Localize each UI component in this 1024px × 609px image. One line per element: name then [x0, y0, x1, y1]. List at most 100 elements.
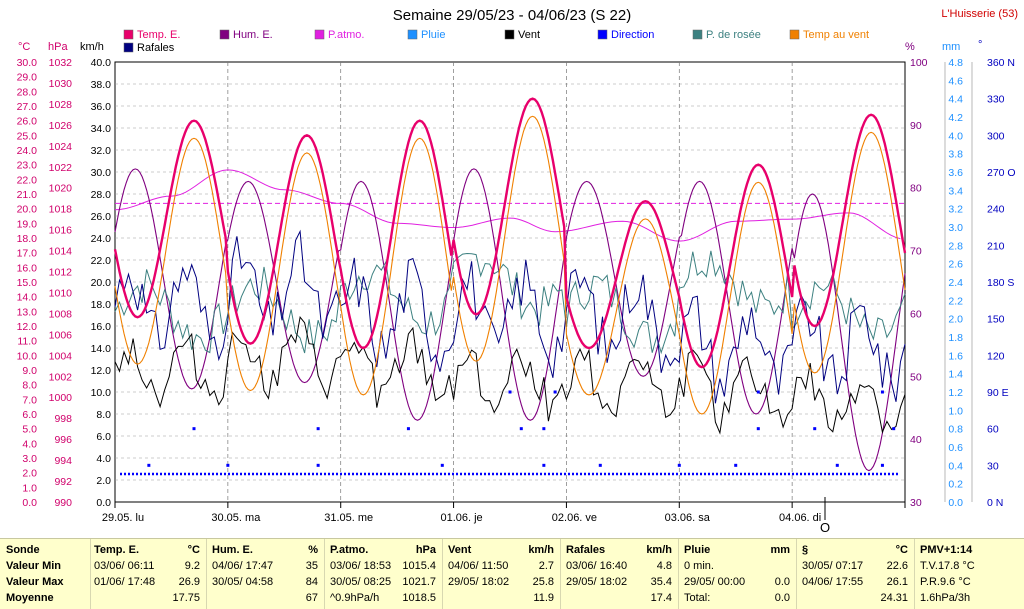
y-tick-pressure: 1014 [49, 246, 73, 258]
legend-label: Temp. E. [137, 29, 180, 41]
direction-point [542, 463, 546, 467]
y-tick-wind: 30.0 [91, 167, 112, 179]
y-tick-pressure: 1016 [49, 225, 73, 237]
x-tick-label: 01.06. je [440, 512, 482, 524]
y-tick-rain: 3.2 [948, 204, 963, 216]
y-tick-temp: 26.0 [17, 116, 38, 128]
stats-separator [914, 539, 915, 609]
y-tick-rain: 4.8 [948, 57, 963, 69]
stats-col-hum: Hum. E.% 04/06/ 17:47 35 30/05/ 04:58 84 6… [212, 542, 318, 606]
stats-tvent-mean: 24.31 [880, 592, 908, 604]
y-tick-rain: 0.0 [948, 497, 963, 509]
y-tick-rain: 0.4 [948, 460, 963, 472]
y-tick-rain: 3.0 [948, 222, 963, 234]
stats-col-rafales: Rafales km/h 03/06/ 16:40 4.8 29/05/ 18:02… [566, 542, 672, 606]
y-tick-temp: 22.0 [17, 174, 38, 186]
y-tick-wind: 36.0 [91, 101, 112, 113]
stats-rafales-unit: km/h [646, 544, 672, 556]
series-humidity [114, 168, 906, 472]
y-tick-temp: 20.0 [17, 204, 38, 216]
stats-rafales-min-date: 03/06/ 16:40 [566, 560, 628, 572]
y-tick-wind: 18.0 [91, 299, 112, 311]
y-tick-pressure: 1002 [49, 371, 73, 383]
chart-title: Semaine 29/05/23 - 04/06/23 (S 22) [393, 7, 632, 24]
y-tick-pressure: 1024 [49, 141, 73, 153]
y-tick-rain: 2.0 [948, 314, 963, 326]
y-tick-rain: 4.2 [948, 112, 963, 124]
stats-col-temp: Temp. E. °C 03/06/ 06:11 9.2 01/06/ 17:48 2… [94, 542, 200, 606]
y-tick-hum: 40 [910, 434, 922, 446]
direction-point [880, 390, 884, 394]
y-tick-dir: 240 [987, 204, 1005, 216]
y-tick-rain: 1.6 [948, 350, 963, 362]
y-tick-dir: 300 [987, 130, 1005, 142]
stats-vent-header: Vent [448, 544, 472, 556]
stats-temp-mean: 17.75 [172, 592, 200, 604]
y-tick-pressure: 1020 [49, 183, 73, 195]
direction-point [756, 390, 760, 394]
y-tick-pressure: 1000 [49, 392, 73, 404]
direction-point [147, 463, 151, 467]
y-tick-rain: 2.6 [948, 259, 963, 271]
y-tick-wind: 38.0 [91, 79, 112, 91]
day-marker: O [820, 520, 830, 535]
y-tick-dir: 150 [987, 314, 1005, 326]
y-tick-temp: 19.0 [17, 218, 38, 230]
y-tick-temp: 14.0 [17, 292, 38, 304]
stats-pluie-unit: mm [770, 544, 790, 556]
stats-temp-max: 26.9 [178, 576, 200, 588]
stats-vent-min: 2.7 [538, 560, 554, 572]
direction-point [440, 463, 444, 467]
unit-hum: % [905, 41, 915, 53]
weather-chart: Semaine 29/05/23 - 04/06/23 (S 22) L'Hui… [17, 7, 1018, 535]
stats-temp-min-date: 03/06/ 06:11 [94, 560, 155, 572]
y-tick-pressure: 1028 [49, 99, 73, 111]
direction-point [316, 463, 320, 467]
stats-temp-max-date: 01/06/ 17:48 [94, 576, 156, 588]
stats-row-min: Valeur Min [6, 560, 62, 572]
stats-hum-max-date: 30/05/ 04:58 [212, 576, 274, 588]
chart-legend: Temp. E. Hum. E. P.atmo. Pluie Vent Direction… [123, 29, 869, 54]
legend-label: P. de rosée [706, 29, 761, 41]
y-tick-rain: 0.2 [948, 479, 963, 491]
legend-swatch [789, 29, 800, 40]
y-tick-temp: 11.0 [17, 336, 37, 348]
stats-hum-unit: % [308, 544, 318, 556]
stats-pluie-duration: 0 min. [684, 560, 714, 572]
stats-pluie-total: 0.0 [774, 592, 790, 604]
x-tick-label: 03.06. sa [665, 512, 711, 524]
direction-point [880, 463, 884, 467]
y-tick-temp: 1.0 [22, 482, 37, 494]
y-tick-pressure: 1030 [49, 78, 73, 90]
stats-vent-max: 25.8 [532, 576, 554, 588]
y-tick-hum: 90 [910, 120, 922, 132]
y-tick-wind: 40.0 [91, 57, 112, 69]
y-tick-dir: 210 [987, 240, 1005, 252]
stats-pmv-header: PMV+1:14 [920, 544, 973, 556]
y-tick-temp: 27.0 [17, 101, 38, 113]
y-tick-hum: 50 [910, 371, 922, 383]
stats-col-vent: Vent km/h 04/06/ 11:50 2.7 29/05/ 18:02 25.… [448, 542, 554, 606]
y-tick-temp: 4.0 [22, 438, 37, 450]
y-tick-temp: 8.0 [22, 380, 37, 392]
stats-separator [560, 539, 561, 609]
stats-hum-mean: 67 [305, 592, 318, 604]
stats-hum-max: 84 [305, 576, 318, 588]
stats-temp-header: Temp. E. [94, 544, 140, 556]
stats-vent-mean: 11.9 [533, 592, 554, 604]
x-tick-label: 29.05. lu [102, 512, 144, 524]
direction-point [734, 463, 738, 467]
y-tick-hum: 100 [910, 57, 928, 69]
stats-col-patmo: P.atmo. hPa 03/06/ 18:53 1015.4 30/05/ 08:… [330, 542, 436, 606]
x-tick-label: 04.06. di [779, 512, 821, 524]
y-tick-rain: 1.0 [948, 405, 963, 417]
direction-point [677, 463, 681, 467]
legend-label: Vent [518, 29, 540, 41]
y-tick-wind: 8.0 [96, 409, 111, 421]
y-tick-rain: 1.8 [948, 332, 963, 344]
y-tick-temp: 29.0 [17, 72, 38, 84]
y-tick-pressure: 1008 [49, 308, 73, 320]
y-tick-pressure: 1004 [49, 350, 73, 362]
y-tick-temp: 5.0 [22, 424, 37, 436]
